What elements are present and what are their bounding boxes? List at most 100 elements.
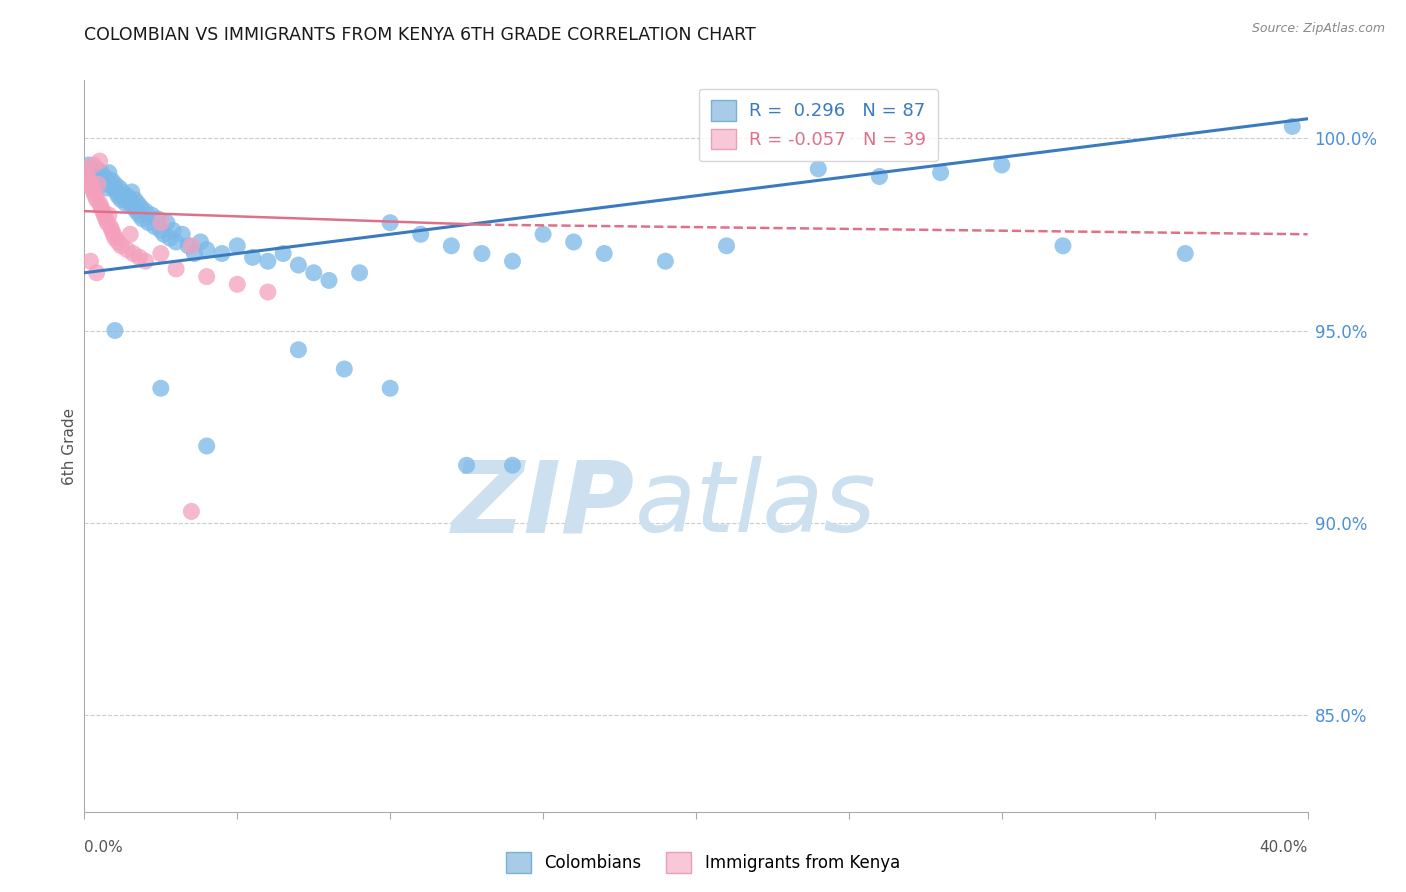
Point	[195, 243, 218, 257]
Point	[149, 381, 172, 395]
Point	[110, 193, 132, 207]
Point	[177, 239, 200, 253]
Point	[195, 269, 218, 284]
Point	[380, 216, 402, 230]
Point	[90, 200, 112, 214]
Point	[380, 381, 402, 395]
Point	[127, 196, 149, 211]
Point	[107, 188, 129, 202]
Point	[86, 266, 108, 280]
Point	[105, 185, 128, 199]
Point	[96, 181, 118, 195]
Point	[104, 324, 127, 338]
Point	[86, 193, 108, 207]
Point	[471, 246, 494, 260]
Point	[89, 196, 111, 211]
Point	[502, 254, 524, 268]
Point	[1052, 239, 1074, 253]
Point	[111, 185, 134, 199]
Point	[98, 178, 121, 192]
Point	[226, 277, 249, 292]
Point	[97, 208, 120, 222]
Point	[83, 158, 105, 172]
Point	[76, 169, 98, 184]
Point	[180, 239, 202, 253]
Point	[114, 196, 136, 211]
Point	[122, 246, 145, 260]
Point	[79, 178, 101, 192]
Point	[165, 235, 187, 249]
Point	[159, 231, 181, 245]
Text: COLOMBIAN VS IMMIGRANTS FROM KENYA 6TH GRADE CORRELATION CHART: COLOMBIAN VS IMMIGRANTS FROM KENYA 6TH G…	[84, 26, 756, 44]
Point	[80, 181, 103, 195]
Point	[302, 266, 325, 280]
Point	[869, 169, 891, 184]
Point	[91, 204, 114, 219]
Legend: Colombians, Immigrants from Kenya: Colombians, Immigrants from Kenya	[499, 846, 907, 880]
Point	[79, 169, 101, 184]
Point	[143, 219, 166, 234]
Point	[125, 204, 148, 219]
Point	[89, 154, 111, 169]
Point	[131, 211, 153, 226]
Point	[165, 261, 187, 276]
Point	[98, 219, 121, 234]
Point	[110, 239, 132, 253]
Point	[83, 166, 105, 180]
Point	[1281, 120, 1303, 134]
Y-axis label: 6th Grade: 6th Grade	[62, 408, 77, 484]
Point	[83, 185, 105, 199]
Point	[86, 161, 108, 176]
Point	[103, 227, 125, 242]
Point	[183, 246, 205, 260]
Point	[929, 166, 952, 180]
Point	[115, 243, 138, 257]
Point	[104, 178, 127, 192]
Point	[440, 239, 463, 253]
Point	[94, 173, 117, 187]
Point	[333, 362, 356, 376]
Point	[146, 211, 169, 226]
Point	[991, 158, 1014, 172]
Point	[1174, 246, 1197, 260]
Point	[89, 169, 111, 184]
Point	[138, 216, 160, 230]
Point	[96, 216, 118, 230]
Point	[93, 208, 115, 222]
Point	[128, 251, 150, 265]
Point	[287, 343, 309, 357]
Point	[87, 173, 110, 187]
Point	[94, 211, 117, 226]
Point	[593, 246, 616, 260]
Point	[115, 188, 138, 202]
Text: ZIP: ZIP	[451, 456, 636, 553]
Point	[172, 227, 194, 242]
Point	[80, 161, 103, 176]
Point	[122, 200, 145, 214]
Point	[654, 254, 676, 268]
Point	[107, 235, 129, 249]
Point	[77, 158, 100, 172]
Point	[128, 208, 150, 222]
Point	[87, 178, 110, 192]
Point	[108, 181, 131, 195]
Point	[84, 169, 107, 184]
Point	[349, 266, 371, 280]
Point	[502, 458, 524, 473]
Point	[90, 166, 112, 180]
Point	[190, 235, 212, 249]
Point	[242, 251, 264, 265]
Point	[153, 227, 176, 242]
Point	[211, 246, 233, 260]
Point	[103, 181, 125, 195]
Point	[716, 239, 738, 253]
Point	[287, 258, 309, 272]
Point	[149, 246, 172, 260]
Point	[129, 200, 152, 214]
Point	[226, 239, 249, 253]
Point	[91, 178, 114, 192]
Point	[531, 227, 554, 242]
Point	[257, 254, 280, 268]
Point	[104, 231, 127, 245]
Point	[162, 223, 184, 237]
